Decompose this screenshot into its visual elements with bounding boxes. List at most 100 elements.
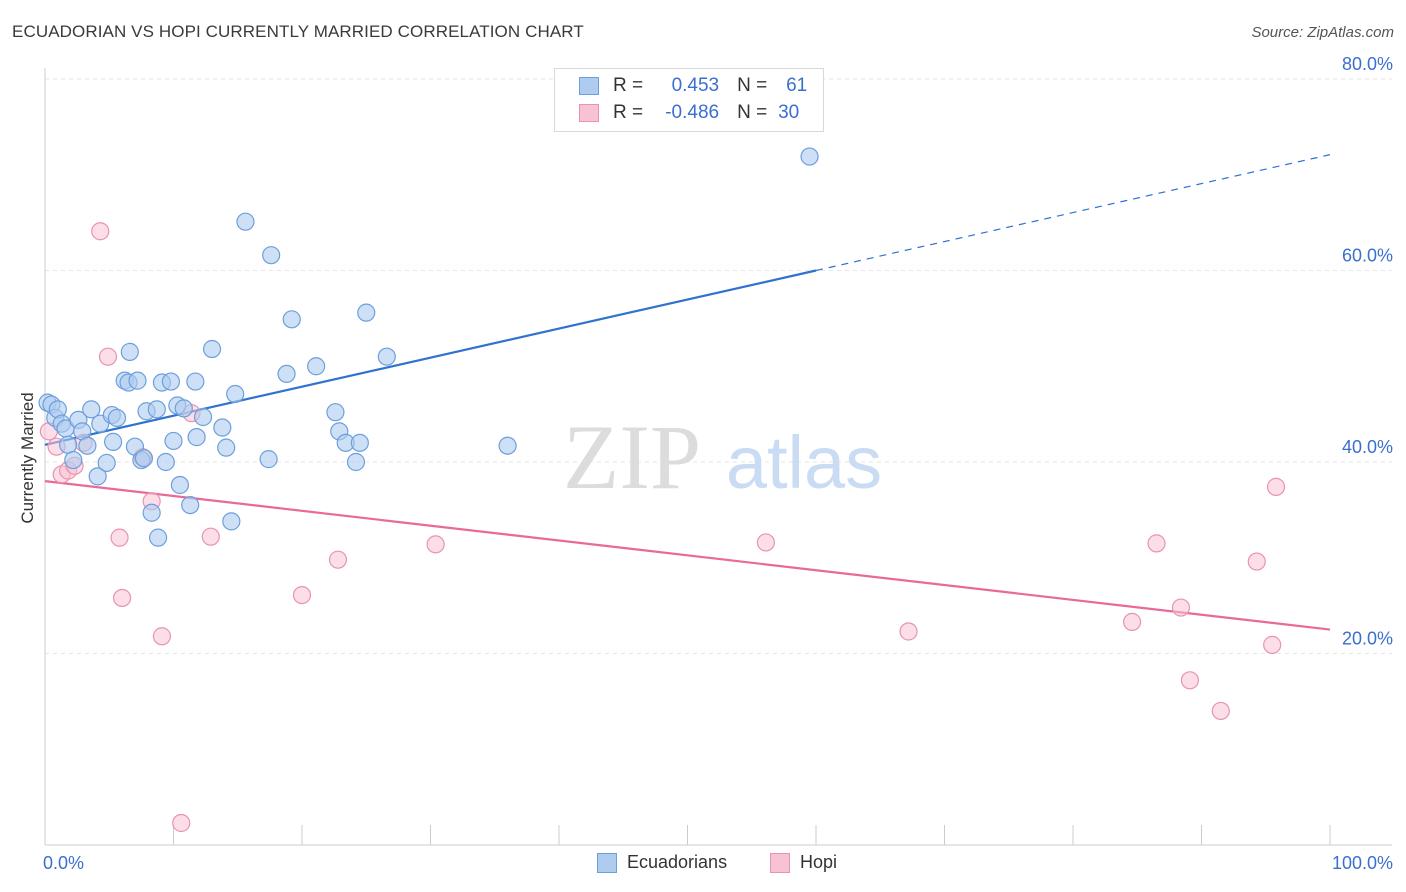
point-hopi bbox=[1147, 534, 1166, 553]
point-ecuadorians bbox=[282, 310, 301, 329]
trend-line-hopi bbox=[44, 480, 1331, 631]
point-ecuadorians bbox=[148, 528, 168, 547]
point-ecuadorians bbox=[213, 418, 232, 437]
point-ecuadorians bbox=[202, 339, 222, 359]
legend-item-ecuadorians: Ecuadorians bbox=[597, 852, 727, 873]
point-hopi bbox=[201, 527, 220, 546]
point-ecuadorians bbox=[134, 449, 154, 468]
point-ecuadorians bbox=[142, 503, 161, 522]
legend-swatch-hopi bbox=[770, 852, 790, 873]
data-points bbox=[38, 147, 1286, 833]
tick-labels: 20.0% 40.0% 60.0% 80.0% 0.0% 100.0% bbox=[43, 54, 1393, 873]
x-tick-label: 0.0% bbox=[43, 853, 84, 873]
point-ecuadorians bbox=[277, 364, 296, 384]
series-legend: Ecuadorians Hopi bbox=[0, 852, 1406, 878]
point-ecuadorians bbox=[128, 371, 147, 390]
legend-row-hopi: R = -0.486 N = 30 bbox=[579, 100, 799, 126]
legend-row-ecuadorians: R = 0.453 N = 61 bbox=[579, 73, 807, 99]
point-ecuadorians bbox=[82, 400, 101, 419]
chart-title: ECUADORIAN VS HOPI CURRENTLY MARRIED COR… bbox=[12, 22, 584, 41]
point-ecuadorians bbox=[164, 431, 183, 451]
y-tick-label: 60.0% bbox=[1342, 246, 1393, 266]
point-ecuadorians bbox=[78, 436, 97, 455]
point-hopi bbox=[899, 622, 918, 641]
point-ecuadorians bbox=[377, 347, 396, 366]
point-hopi bbox=[1266, 477, 1286, 496]
x-tick-label: 100.0% bbox=[1332, 853, 1393, 873]
point-hopi bbox=[1247, 552, 1266, 571]
y-tick-label: 20.0% bbox=[1342, 629, 1393, 649]
legend-swatch-ecuadorians bbox=[597, 852, 617, 873]
point-hopi bbox=[110, 528, 129, 547]
legend-n-value: 61 bbox=[786, 75, 808, 96]
watermark-zip: ZIP bbox=[563, 406, 701, 508]
legend-label-hopi: Hopi bbox=[800, 852, 838, 872]
point-ecuadorians bbox=[326, 403, 345, 422]
point-ecuadorians bbox=[156, 452, 175, 472]
legend-item-hopi: Hopi bbox=[770, 852, 837, 873]
point-hopi bbox=[328, 550, 348, 569]
point-ecuadorians bbox=[181, 495, 200, 515]
point-ecuadorians bbox=[88, 467, 107, 486]
point-ecuadorians bbox=[187, 428, 206, 447]
point-hopi bbox=[292, 585, 312, 605]
point-ecuadorians bbox=[217, 438, 236, 457]
point-ecuadorians bbox=[259, 450, 278, 469]
point-hopi bbox=[1171, 598, 1191, 617]
trend-lines bbox=[44, 154, 1331, 631]
legend-n-label: N = bbox=[737, 75, 768, 96]
point-ecuadorians bbox=[193, 407, 213, 427]
source-label: Source: ZipAtlas.com bbox=[1251, 24, 1394, 41]
legend-swatch-blue bbox=[579, 77, 599, 95]
point-ecuadorians bbox=[97, 453, 116, 473]
legend-swatch-pink bbox=[579, 104, 599, 122]
point-ecuadorians bbox=[498, 436, 517, 455]
point-hopi bbox=[98, 347, 118, 366]
point-ecuadorians bbox=[226, 384, 245, 404]
point-ecuadorians bbox=[350, 433, 369, 452]
point-ecuadorians bbox=[170, 475, 190, 495]
point-ecuadorians bbox=[262, 246, 281, 265]
point-ecuadorians bbox=[800, 147, 819, 166]
point-ecuadorians bbox=[174, 399, 193, 418]
point-ecuadorians bbox=[147, 400, 166, 419]
legend-r-label: R = bbox=[613, 102, 644, 123]
legend-r-value: -0.486 bbox=[665, 102, 720, 123]
trend-line-ecuadorians-extension bbox=[815, 154, 1331, 272]
point-hopi bbox=[91, 222, 110, 241]
point-ecuadorians bbox=[107, 408, 127, 428]
point-hopi bbox=[172, 813, 191, 833]
point-ecuadorians bbox=[161, 372, 181, 391]
legend-n-value: 30 bbox=[778, 102, 800, 123]
correlation-legend: R = 0.453 N = 61 R = -0.486 N = 30 bbox=[554, 68, 824, 132]
point-ecuadorians bbox=[120, 342, 139, 361]
point-ecuadorians bbox=[357, 303, 376, 322]
point-hopi bbox=[1123, 612, 1142, 632]
y-axis-label: Currently Married bbox=[18, 392, 37, 524]
point-ecuadorians bbox=[222, 512, 241, 531]
legend-n-label: N = bbox=[737, 102, 768, 123]
point-ecuadorians bbox=[186, 372, 205, 391]
watermark-atlas: atlas bbox=[726, 421, 882, 504]
legend-r-value: 0.453 bbox=[671, 75, 720, 96]
point-ecuadorians bbox=[104, 432, 123, 451]
axes bbox=[44, 68, 1392, 846]
point-hopi bbox=[1180, 671, 1200, 690]
point-ecuadorians bbox=[64, 450, 83, 470]
point-ecuadorians bbox=[59, 435, 78, 454]
point-ecuadorians bbox=[346, 452, 366, 472]
point-hopi bbox=[426, 535, 445, 554]
point-hopi bbox=[112, 588, 132, 608]
y-tick-label: 80.0% bbox=[1342, 54, 1393, 74]
legend-r-label: R = bbox=[613, 75, 644, 96]
y-tick-label: 40.0% bbox=[1342, 437, 1393, 457]
point-ecuadorians bbox=[307, 357, 326, 376]
point-ecuadorians bbox=[236, 212, 255, 231]
point-hopi bbox=[1263, 635, 1282, 654]
watermark: ZIP atlas bbox=[563, 406, 882, 508]
trend-line-ecuadorians bbox=[44, 269, 817, 446]
legend-label-ecuadorians: Ecuadorians bbox=[627, 852, 728, 872]
point-hopi bbox=[1211, 701, 1230, 721]
point-hopi bbox=[756, 533, 775, 552]
